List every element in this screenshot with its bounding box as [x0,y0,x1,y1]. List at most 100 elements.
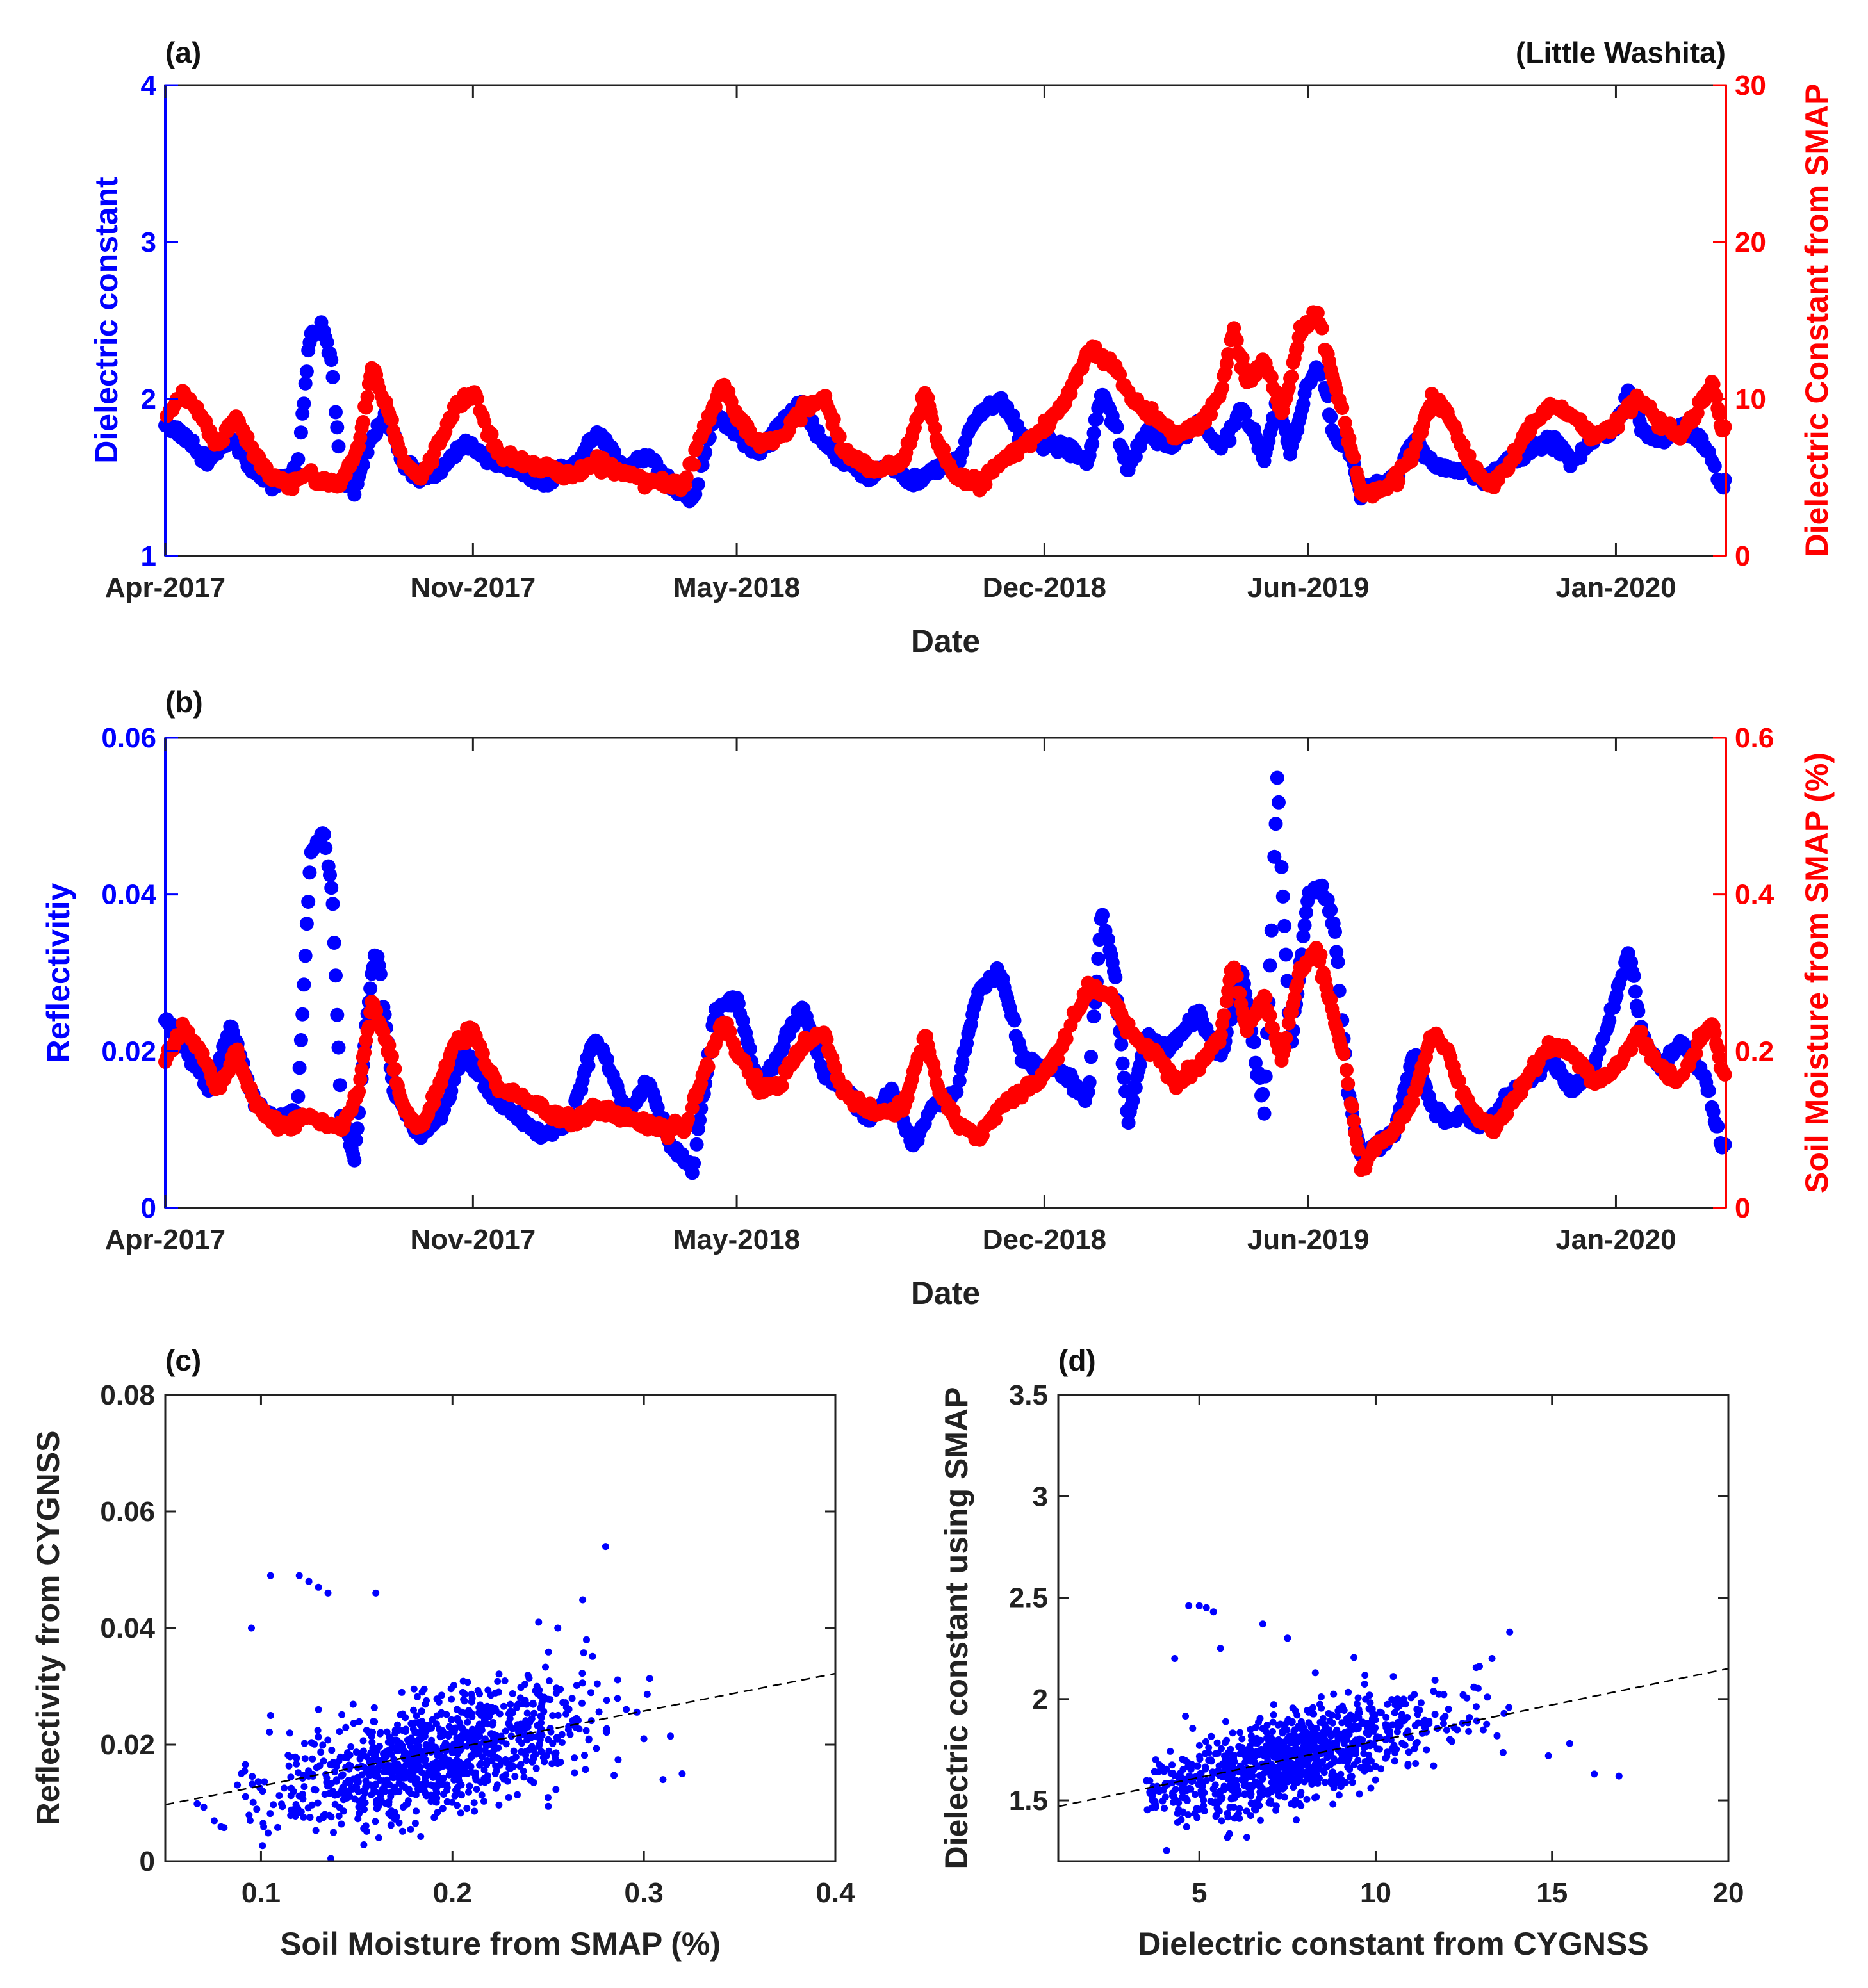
panel-c-point [581,1752,588,1759]
panel-a-right-tick-label: 20 [1735,227,1766,258]
panel-c-point [464,1718,471,1726]
panel-b-point-blue [1267,849,1282,864]
panel-c-point [384,1738,392,1746]
panel-c-point [314,1799,322,1807]
panel-b-left-tick-label: 0.06 [101,722,156,754]
panel-a-left-tick-label: 2 [141,384,156,415]
panel-b-point-red [357,1045,372,1060]
panel-b-point-blue [1115,1056,1130,1071]
panel-b-point-blue [1296,929,1311,943]
site-label: (Little Washita) [1516,36,1726,69]
panel-b-point-blue [1701,1084,1716,1098]
panel-b-point-blue [1315,878,1329,893]
panel-b-point-blue [1328,924,1342,939]
panel-c-point [448,1798,456,1806]
panel-b-point-blue [1710,1119,1725,1134]
panel-c-point [480,1797,487,1805]
panel-c-point [552,1786,560,1793]
panel-c-point [578,1670,586,1677]
panel-c-point [429,1760,436,1768]
panel-c-point [543,1752,550,1759]
panel-c-point [266,1728,274,1736]
panel-c-point [253,1805,261,1813]
panel-c-point [398,1827,406,1835]
panel-c-point [306,1814,314,1821]
panel-b-point-blue [687,1156,701,1171]
panel-c-point [376,1730,384,1738]
panel-b-point-blue [949,1085,964,1100]
panel-c-point [314,1727,322,1734]
panel-c-point [395,1747,402,1754]
panel-b-point-blue [350,1121,365,1136]
panel-a: Apr-2017 Nov-2017 May-2018 Dec-2018 Jun-2019… [88,70,1835,659]
panel-c-point [402,1725,409,1733]
panel-c-point [478,1727,486,1734]
panel-a-point-blue [1090,412,1104,427]
panel-c-point [300,1813,307,1821]
panel-a-point-red [1215,380,1230,395]
panel-c-point [589,1652,596,1660]
panel-c-point [571,1754,578,1762]
panel-c-point [288,1784,295,1792]
panel-b-point-blue [1117,1071,1131,1085]
panel-b-point-blue [1128,1080,1143,1095]
panel-b-point-blue [332,1078,347,1093]
panel-c-point [528,1743,536,1750]
panel-c-point [338,1820,345,1828]
panel-c-point [646,1675,653,1682]
panel-b-point-blue [1272,795,1286,810]
panel-b-point-red [1229,968,1244,983]
panel-b-point-blue [1602,1013,1617,1028]
panel-c-point [354,1773,361,1781]
panel-b-point-blue [1121,1116,1136,1130]
panel-c-point [278,1800,285,1808]
panel-c-point [492,1784,500,1792]
panel-c-point [595,1708,603,1716]
panel-c-point [373,1797,380,1805]
panel-c-point [459,1677,467,1685]
panel-b-right-tick-label: 0.4 [1735,879,1774,911]
panel-a-left-tick-label: 3 [141,227,156,258]
panel-c-point [545,1802,552,1810]
panel-c-point [573,1715,580,1722]
panel-b-point-red [1341,1077,1356,1091]
panel-c-point [441,1757,449,1765]
panel-b-point-red [352,1084,366,1099]
panel-c-point [211,1817,218,1825]
panel-c-point [491,1770,499,1777]
panel-a-point-blue [1707,459,1722,473]
panel-a-point-blue [1238,405,1253,420]
panel-c-points [193,1543,686,1862]
panel-c-point [473,1786,480,1793]
panel-b-point-blue [318,841,333,856]
panel-b-point-blue [1631,1004,1646,1018]
panel-b-point-blue [952,1073,967,1088]
panel-b-point-blue [301,895,316,909]
panel-a-point-red [1391,474,1406,489]
panel-c-point [470,1799,478,1807]
panel-c-point [311,1740,318,1748]
panel-c-point [356,1755,364,1763]
panel-b-point-blue [1114,1037,1129,1052]
panel-a-right-tick-label: 10 [1735,384,1766,415]
panel-c-point [419,1721,427,1729]
panel-b-xlabel: Date [911,1275,980,1311]
panel-a-points [158,305,1732,509]
panel-c-point [463,1760,470,1768]
panel-b-point-blue [1257,1106,1272,1121]
panel-c-point [340,1807,347,1815]
panel-b-left-tick-label: 0 [141,1193,156,1224]
panel-c-point [342,1723,350,1731]
panel-a-xtick-label: Nov-2017 [411,572,536,603]
panel-c-point [546,1696,554,1704]
panel-c-point [312,1827,320,1834]
panel-b-right-tick-label: 0.6 [1735,722,1774,754]
panel-b-point-blue [299,917,314,931]
panel-c-point [433,1695,441,1703]
panel-c-point [545,1677,553,1684]
panel-c-point [322,1770,330,1778]
panel-c-point [461,1766,468,1774]
panel-b-point-blue [1268,817,1283,831]
panel-c-point [380,1750,387,1757]
panel-a-xlabel: Date [911,623,980,659]
